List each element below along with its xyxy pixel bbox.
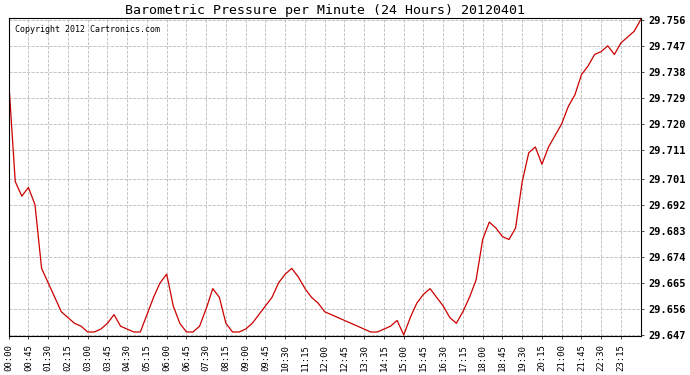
Title: Barometric Pressure per Minute (24 Hours) 20120401: Barometric Pressure per Minute (24 Hours… <box>125 4 524 17</box>
Text: Copyright 2012 Cartronics.com: Copyright 2012 Cartronics.com <box>15 25 160 34</box>
